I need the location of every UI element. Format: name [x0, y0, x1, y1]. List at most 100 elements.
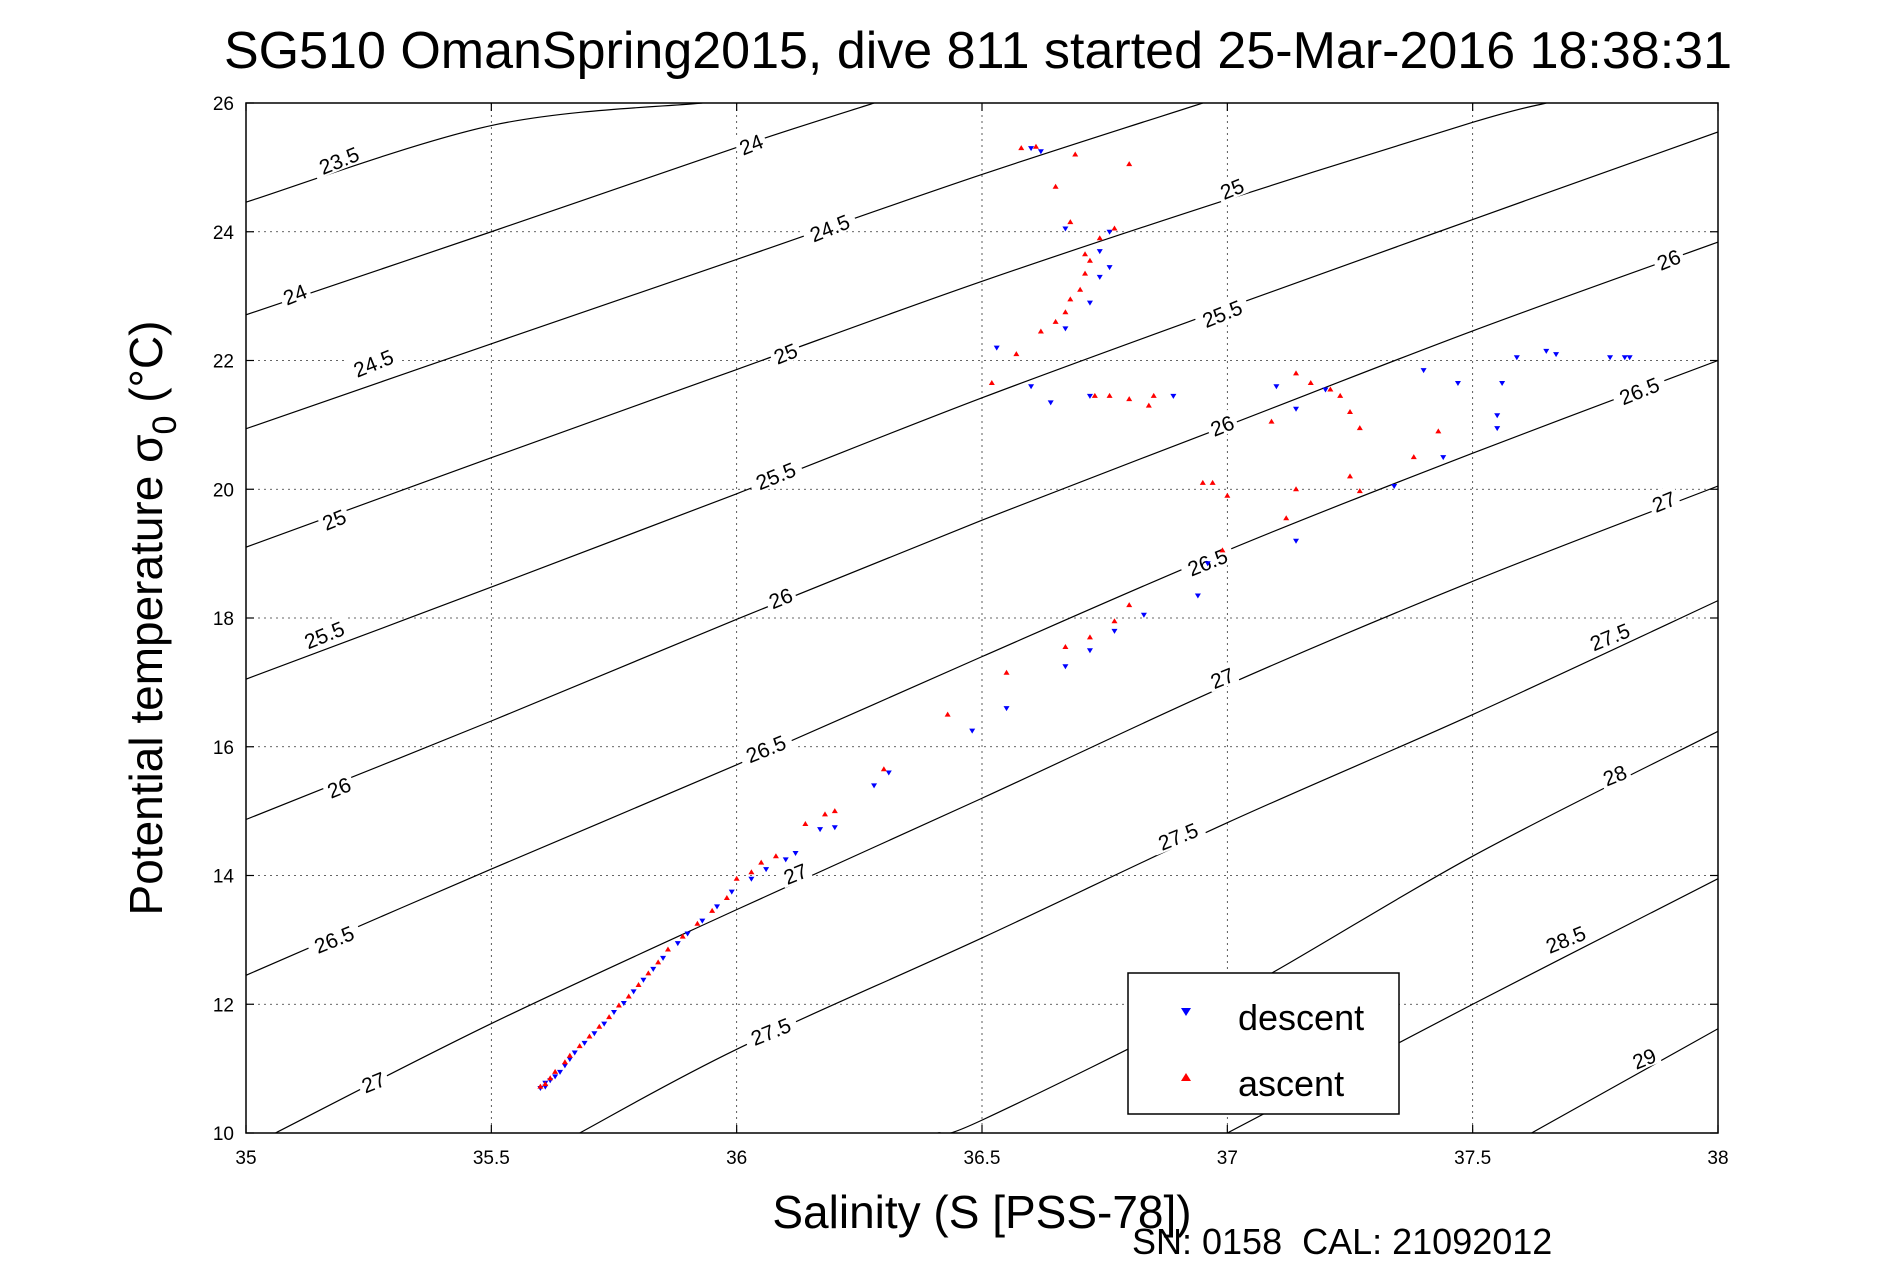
ascent-point: [576, 1043, 583, 1049]
contour-label-halo: [1213, 171, 1250, 204]
descent-point: [1062, 664, 1069, 670]
contour-label-halo: [766, 336, 804, 369]
contour-label: 27.5: [748, 1014, 795, 1051]
ascent-point: [596, 1023, 603, 1029]
descent-point: [601, 1021, 608, 1027]
x-tick-label: 35: [235, 1148, 256, 1169]
ascent-point: [542, 1081, 549, 1087]
descent-point: [728, 889, 735, 895]
x-tick-label: 38: [1707, 1148, 1728, 1169]
contour-label-group: 25.5: [746, 454, 805, 495]
y-axis-label-subscript: 0: [146, 416, 184, 435]
contour-label-halo: [354, 1065, 391, 1097]
descent-point: [1194, 593, 1201, 599]
ascent-point: [1150, 392, 1157, 398]
descent-point: [782, 857, 789, 863]
contour-label-group: 26: [1203, 408, 1240, 442]
descent-point: [1037, 149, 1044, 155]
contour-label-group: 28: [1596, 758, 1633, 791]
contour-label-group: 25: [315, 502, 352, 536]
contour-label-group: 27.5: [1148, 814, 1207, 856]
y-tick-label: 16: [213, 738, 234, 759]
ascent-point: [664, 946, 671, 952]
contour-label: 25.5: [1199, 296, 1246, 333]
ascent-point: [1268, 418, 1275, 424]
descent-point: [792, 850, 799, 856]
legend-label-ascent: ascent: [1238, 1063, 1344, 1104]
ascent-point: [552, 1068, 559, 1074]
descent-point: [1513, 355, 1520, 361]
ascent-point: [748, 869, 755, 875]
ascent-point: [988, 380, 995, 386]
contour-label-group: 27.5: [741, 1009, 800, 1051]
x-tick-label: 37.5: [1454, 1148, 1491, 1169]
descent-point: [1204, 561, 1211, 567]
contour-label-group: 24: [276, 277, 313, 310]
descent-point: [714, 904, 721, 910]
descent-point: [1454, 381, 1461, 387]
contour-label-halo: [799, 206, 859, 247]
contour-label-halo: [1596, 758, 1633, 790]
descent-point: [1028, 384, 1035, 390]
ascent-point: [1106, 392, 1113, 398]
ascent-point: [1126, 602, 1133, 608]
contour-label-halo: [776, 856, 813, 889]
contour-label: 28.5: [1543, 922, 1590, 959]
y-tick-label: 26: [213, 94, 234, 115]
y-tick-label: 18: [213, 609, 234, 630]
density-contour-29: [1531, 1028, 1718, 1133]
ascent-point: [1283, 515, 1290, 521]
ascent-point: [1082, 251, 1089, 257]
ascent-point: [880, 766, 887, 772]
ascent-point: [1307, 380, 1314, 386]
contour-label-halo: [1203, 660, 1240, 693]
descent-point: [1062, 326, 1069, 332]
descent-point: [1096, 249, 1103, 255]
x-tick-label: 36.5: [964, 1148, 1001, 1169]
ascent-point: [679, 933, 686, 939]
descent-point: [969, 728, 976, 734]
ascent-point: [821, 811, 828, 817]
descent-point: [1106, 229, 1113, 235]
ascent-point: [1293, 486, 1300, 492]
descent-point: [591, 1031, 598, 1037]
ascent-point: [1224, 492, 1231, 498]
descent-point: [1494, 413, 1501, 419]
ascent-point: [645, 970, 652, 976]
x-axis-label: Salinity (S [PSS-78]): [772, 1186, 1191, 1238]
descent-point: [611, 1009, 617, 1015]
ascent-point: [655, 959, 662, 965]
descent-point: [684, 931, 691, 937]
descent-point: [1170, 393, 1177, 399]
descent-point: [1062, 226, 1069, 232]
contour-label: 27.5: [1155, 819, 1202, 856]
density-contour-26: [246, 241, 1718, 821]
density-contour-labels: 23.5 24 24.5 25 25.5 26 26.5 27 24 24.5 25 25.5 26 26…: [276, 127, 1687, 1098]
descent-point: [1607, 355, 1614, 361]
contour-label-halo: [294, 613, 353, 654]
contour-label-halo: [1650, 242, 1687, 275]
ascent-point: [1435, 428, 1442, 434]
descent-point: [1140, 612, 1147, 618]
y-tick-label: 12: [213, 995, 234, 1016]
contour-label: 26.5: [743, 731, 790, 768]
ascent-point: [1337, 392, 1344, 398]
descent-point: [1293, 538, 1300, 544]
ascent-point: [1062, 309, 1069, 315]
ascent-point: [1032, 143, 1039, 149]
y-tick-label: 22: [213, 352, 234, 373]
ascent-point: [1293, 370, 1300, 376]
ascent-point: [831, 808, 838, 814]
ascent-point: [694, 920, 701, 926]
descent-point: [1553, 352, 1560, 358]
y-tick-label: 10: [213, 1124, 234, 1145]
contour-label-halo: [304, 917, 363, 959]
ascent-point: [1126, 161, 1133, 167]
density-contour-24.5: [246, 103, 1203, 430]
descent-point: [1003, 706, 1010, 712]
ascent-point: [1327, 386, 1334, 392]
ascent-point: [1126, 396, 1133, 402]
contour-label-group: 26: [762, 581, 799, 614]
contour-label-halo: [309, 138, 368, 180]
descent-point: [831, 825, 838, 831]
